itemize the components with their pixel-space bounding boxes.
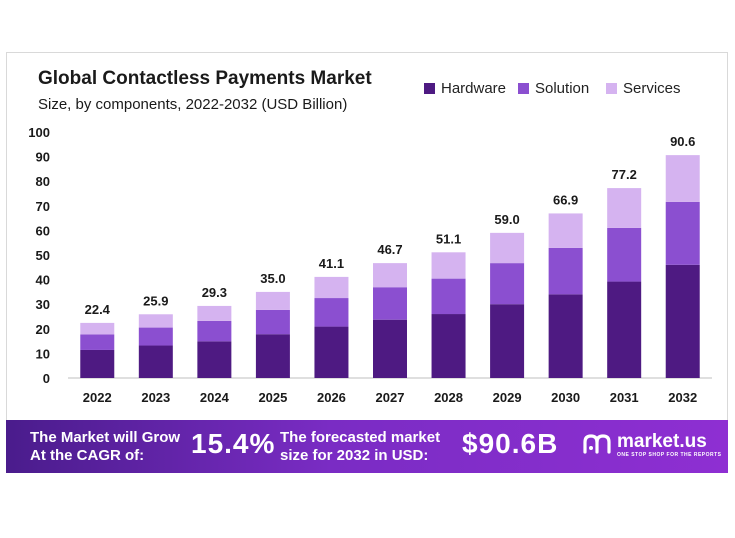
bar-services-2022 [80,322,115,335]
cagr-label-line2: At the CAGR of: [30,447,145,464]
y-tick-label: 50 [36,248,50,263]
legend-item-solution: Solution [518,80,589,97]
bar-services-2024 [197,305,232,321]
x-tick-label: 2025 [258,390,287,405]
bar-solution-2024 [197,320,232,342]
bar-total-label: 90.6 [670,134,695,149]
legend-swatch-solution [518,83,529,94]
bar-solution-2028 [431,278,466,315]
bar-hardware-2032 [665,264,700,378]
bar-hardware-2030 [548,294,583,378]
bar-total-label: 22.4 [85,302,111,317]
bar-solution-2025 [255,309,290,335]
cagr-label-line1: The Market will Grow [30,429,181,446]
cagr-value: 15.4% [191,428,276,459]
x-tick-label: 2027 [376,390,405,405]
bar-hardware-2023 [138,345,173,378]
bar-solution-2026 [314,298,349,327]
bar-total-label: 29.3 [202,285,227,300]
bar-services-2031 [607,188,642,228]
bar-total-label: 35.0 [260,271,285,286]
y-tick-label: 30 [36,297,50,312]
bar-services-2025 [255,291,290,310]
bar-total-label: 51.1 [436,231,461,246]
x-tick-label: 2029 [493,390,522,405]
legend-label-solution: Solution [535,80,590,97]
y-tick-label: 0 [43,371,50,386]
cagr-label: The Market will Grow At the CAGR of: [30,429,180,465]
y-tick-label: 70 [36,199,50,214]
bar-hardware-2031 [607,281,642,378]
bar-total-label: 41.1 [319,256,344,271]
bar-solution-2032 [665,201,700,265]
forecast-label-line1: The forecasted market [280,429,441,446]
bar-total-label: 77.2 [612,167,637,182]
bar-services-2023 [138,314,173,328]
brand-name: market.us [617,431,707,452]
x-tick-label: 2026 [317,390,346,405]
bar-services-2026 [314,276,349,299]
legend-swatch-hardware [424,83,435,94]
bar-total-label: 59.0 [494,212,519,227]
x-tick-label: 2023 [141,390,170,405]
bar-hardware-2024 [197,341,232,378]
bar-total-label: 46.7 [377,242,402,257]
forecast-label: The forecasted market size for 2032 in U… [280,429,440,465]
bar-services-2030 [548,213,583,248]
bar-solution-2030 [548,247,583,295]
bar-total-label: 66.9 [553,192,578,207]
y-tick-label: 20 [36,322,50,337]
brand-tagline: ONE STOP SHOP FOR THE REPORTS [617,452,722,458]
y-tick-label: 10 [36,346,50,361]
legend-swatch-services [606,83,617,94]
legend-label-services: Services [623,80,681,97]
bar-solution-2031 [607,227,642,282]
chart-title: Global Contactless Payments Market [38,68,372,89]
bar-hardware-2029 [490,304,525,378]
bar-hardware-2026 [314,326,349,378]
x-tick-label: 2031 [610,390,639,405]
legend-label-hardware: Hardware [441,80,507,97]
bar-services-2029 [490,232,525,264]
bar-services-2028 [431,252,466,279]
bar-hardware-2028 [431,314,466,378]
forecast-label-line2: size for 2032 in USD: [280,447,429,464]
x-tick-label: 2028 [434,390,463,405]
x-tick-label: 2032 [668,390,697,405]
bar-solution-2029 [490,263,525,305]
bar-total-label: 25.9 [143,293,168,308]
x-tick-label: 2022 [83,390,112,405]
bar-solution-2027 [373,287,407,320]
y-tick-label: 90 [36,150,50,165]
y-tick-label: 80 [36,174,50,189]
legend-item-hardware: Hardware [424,80,506,97]
x-tick-label: 2030 [551,390,580,405]
bar-services-2032 [665,155,700,202]
y-tick-label: 60 [36,223,50,238]
bar-hardware-2022 [80,349,115,378]
market-us-logo-icon [583,434,611,454]
bar-hardware-2027 [373,319,407,378]
chart-subtitle: Size, by components, 2022-2032 (USD Bill… [38,96,348,113]
bar-hardware-2025 [255,334,290,378]
forecast-value: $90.6B [462,428,559,459]
y-tick-label: 40 [36,273,50,288]
bar-services-2027 [373,263,407,288]
x-tick-label: 2024 [200,390,230,405]
bar-solution-2022 [80,334,115,350]
legend-item-services: Services [606,80,681,97]
bar-solution-2023 [138,327,173,346]
y-tick-label: 100 [28,125,50,140]
